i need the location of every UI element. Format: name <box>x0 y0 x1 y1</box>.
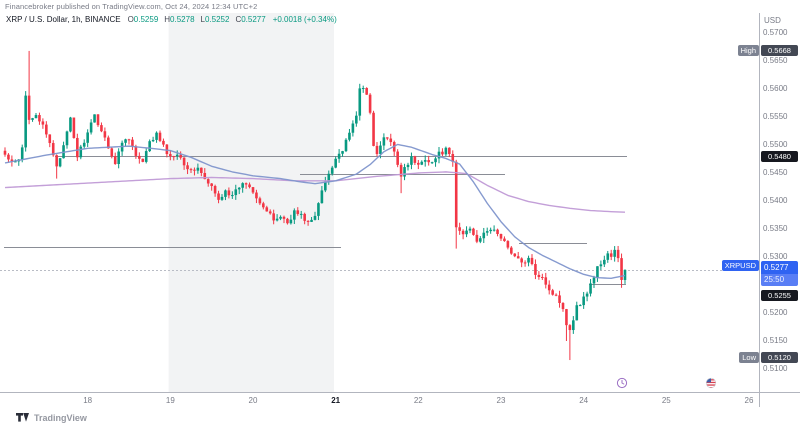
ohlc-o: O0.5259 <box>127 15 159 24</box>
price-tick-0.5650: 0.5650 <box>763 56 788 65</box>
low-marker-value: 0.5120 <box>761 352 798 364</box>
symbol-row[interactable]: XRP / U.S. Dollar, 1h, BINANCE O0.5259 H0… <box>6 15 337 24</box>
price-tick-0.5150: 0.5150 <box>763 336 788 345</box>
price-tick-0.5300: 0.5300 <box>763 252 788 261</box>
change-value: +0.0018 (+0.34%) <box>272 15 337 24</box>
ohlc-values: O0.5259 H0.5278 L0.5252 C0.5277 <box>128 15 266 24</box>
tradingview-logo-text: TradingView <box>34 413 87 423</box>
time-tick-23: 23 <box>496 396 506 405</box>
ohlc-h: H0.5278 <box>164 15 195 24</box>
price-tick-0.5200: 0.5200 <box>763 308 788 317</box>
price-tick-0.5350: 0.5350 <box>763 224 788 233</box>
tradingview-logo-mark <box>16 413 29 422</box>
price-tick-0.5400: 0.5400 <box>763 196 788 205</box>
us-flag-icon[interactable] <box>705 376 717 389</box>
low-marker-tag: Low <box>739 352 759 364</box>
last-price-symbol-tag: XRPUSD <box>721 260 759 272</box>
time-tick-24: 24 <box>579 396 589 405</box>
ohlc-l: L0.5252 <box>200 15 230 24</box>
level-label-0.5255: 0.5255 <box>761 289 798 301</box>
price-tick-0.5100: 0.5100 <box>763 364 788 373</box>
price-tick-0.5500: 0.5500 <box>763 140 788 149</box>
time-tick-26: 26 <box>744 396 754 405</box>
currency-label: USD <box>764 16 781 25</box>
level-label-0.5480: 0.5480 <box>761 150 798 162</box>
time-tick-18: 18 <box>83 396 93 405</box>
last-price-value: 0.5277 <box>761 260 798 274</box>
symbol-title[interactable]: XRP / U.S. Dollar, 1h, BINANCE <box>6 15 121 24</box>
clock-icon[interactable] <box>616 376 628 389</box>
time-tick-19: 19 <box>165 396 175 405</box>
price-tick-0.5450: 0.5450 <box>763 168 788 177</box>
price-tick-0.5700: 0.5700 <box>763 28 788 37</box>
time-tick-22: 22 <box>413 396 423 405</box>
high-marker-tag: High <box>737 45 759 57</box>
tradingview-logo[interactable]: TradingView <box>16 413 87 423</box>
last-price-label: 0.5277 25:50 <box>761 260 798 286</box>
price-tick-0.5550: 0.5550 <box>763 112 788 121</box>
ohlc-c: C0.5277 <box>235 15 266 24</box>
attribution-text: Financebroker published on TradingView.c… <box>5 2 258 11</box>
bar-countdown: 25:50 <box>761 273 798 286</box>
price-tick-0.5600: 0.5600 <box>763 84 788 93</box>
time-tick-20: 20 <box>248 396 258 405</box>
high-marker-value: 0.5668 <box>761 45 798 57</box>
time-tick-21: 21 <box>331 396 341 405</box>
time-tick-25: 25 <box>661 396 671 405</box>
